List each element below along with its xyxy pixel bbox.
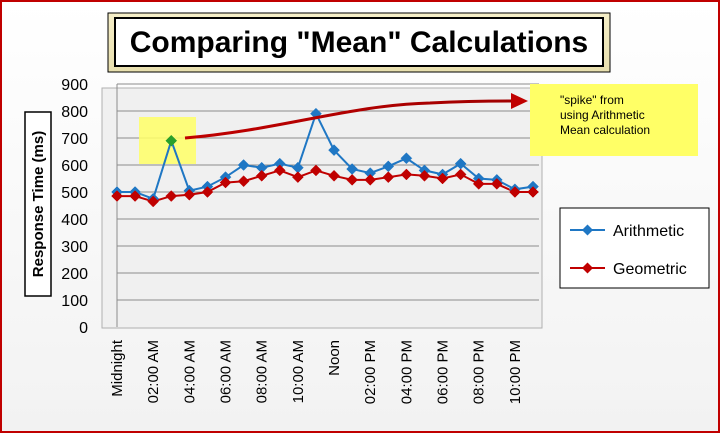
x-tick-label: Noon	[326, 340, 343, 376]
legend-box	[559, 207, 710, 289]
y-tick-label: 900	[61, 77, 88, 94]
data-point-geometric	[472, 178, 485, 190]
data-point-geometric	[111, 190, 123, 202]
annotation-box	[530, 84, 698, 156]
y-tick-label: 300	[61, 239, 88, 256]
y-axis-label: Response Time (ms)	[30, 131, 47, 277]
data-point-geometric	[129, 190, 141, 202]
x-tick-label: 02:00 PM	[362, 340, 379, 404]
data-point-geometric	[310, 164, 322, 177]
chart-title: Comparing "Mean" Calculations	[130, 26, 589, 59]
y-tick-label: 700	[61, 131, 88, 148]
y-tick-label: 800	[61, 104, 88, 121]
y-tick-label: 0	[79, 320, 88, 337]
x-tick-label: Midnight	[109, 339, 126, 397]
title-box	[114, 17, 604, 67]
x-tick-label: 04:00 PM	[398, 340, 415, 404]
data-point-geometric	[255, 169, 268, 182]
data-point-geometric	[418, 169, 431, 182]
data-point-geometric	[509, 186, 521, 198]
data-point-geometric	[292, 171, 304, 184]
data-point-geometric	[183, 188, 196, 201]
legend-label-arithmetic: Arithmetic	[613, 223, 684, 240]
annotation-line-2: using Arithmetic	[560, 108, 645, 122]
series-layer	[111, 107, 539, 208]
data-point-geometric	[219, 176, 232, 189]
data-point-arithmetic	[165, 134, 178, 147]
data-point-geometric	[400, 168, 413, 181]
legend-label-geometric: Geometric	[613, 261, 687, 278]
data-point-geometric	[527, 186, 539, 198]
y-tick-label: 500	[61, 185, 88, 202]
annotation-line-1: "spike" from	[560, 93, 624, 107]
data-point-geometric	[490, 178, 503, 190]
x-axis-ticks: Midnight 02:00 AM 04:00 AM 06:00 AM 08:00 AM…	[109, 339, 524, 404]
data-point-arithmetic	[328, 144, 340, 157]
y-tick-label: 100	[61, 293, 88, 310]
y-tick-label: 200	[61, 266, 88, 283]
y-axis-label-box	[24, 111, 52, 297]
annotation-arrow	[184, 99, 516, 140]
y-axis-ticks: 0 100 200 300 400 500 600 700 800 900	[61, 77, 88, 337]
x-tick-label: 10:00 PM	[507, 340, 524, 404]
data-point-geometric	[436, 172, 449, 185]
data-point-geometric	[201, 186, 214, 198]
y-tick-label: 600	[61, 158, 88, 175]
data-point-geometric	[382, 171, 395, 184]
annotation-line-3: Mean calculation	[560, 123, 650, 137]
y-tick-label: 400	[61, 212, 88, 229]
data-point-geometric	[364, 173, 377, 186]
data-point-geometric	[454, 168, 467, 181]
x-tick-label: 08:00 PM	[471, 340, 488, 404]
x-tick-label: 08:00 AM	[254, 340, 271, 403]
x-tick-label: 06:00 AM	[218, 340, 235, 403]
data-point-geometric	[328, 169, 340, 182]
legend: Arithmetic Geometric	[570, 223, 687, 278]
x-tick-label: 06:00 PM	[435, 340, 452, 404]
x-tick-label: 10:00 AM	[290, 340, 307, 403]
x-tick-label: 02:00 AM	[145, 340, 162, 403]
data-point-geometric	[273, 164, 286, 177]
data-point-arithmetic	[237, 159, 250, 171]
x-tick-label: 04:00 AM	[181, 340, 198, 403]
legend-swatch-marker	[582, 224, 593, 236]
data-point-geometric	[237, 175, 250, 188]
data-point-geometric	[346, 173, 358, 186]
annotation-arrowhead	[511, 93, 528, 109]
data-point-geometric	[165, 190, 178, 202]
data-point-arithmetic	[400, 152, 413, 165]
data-point-geometric	[147, 195, 160, 208]
legend-swatch-marker	[582, 262, 593, 274]
